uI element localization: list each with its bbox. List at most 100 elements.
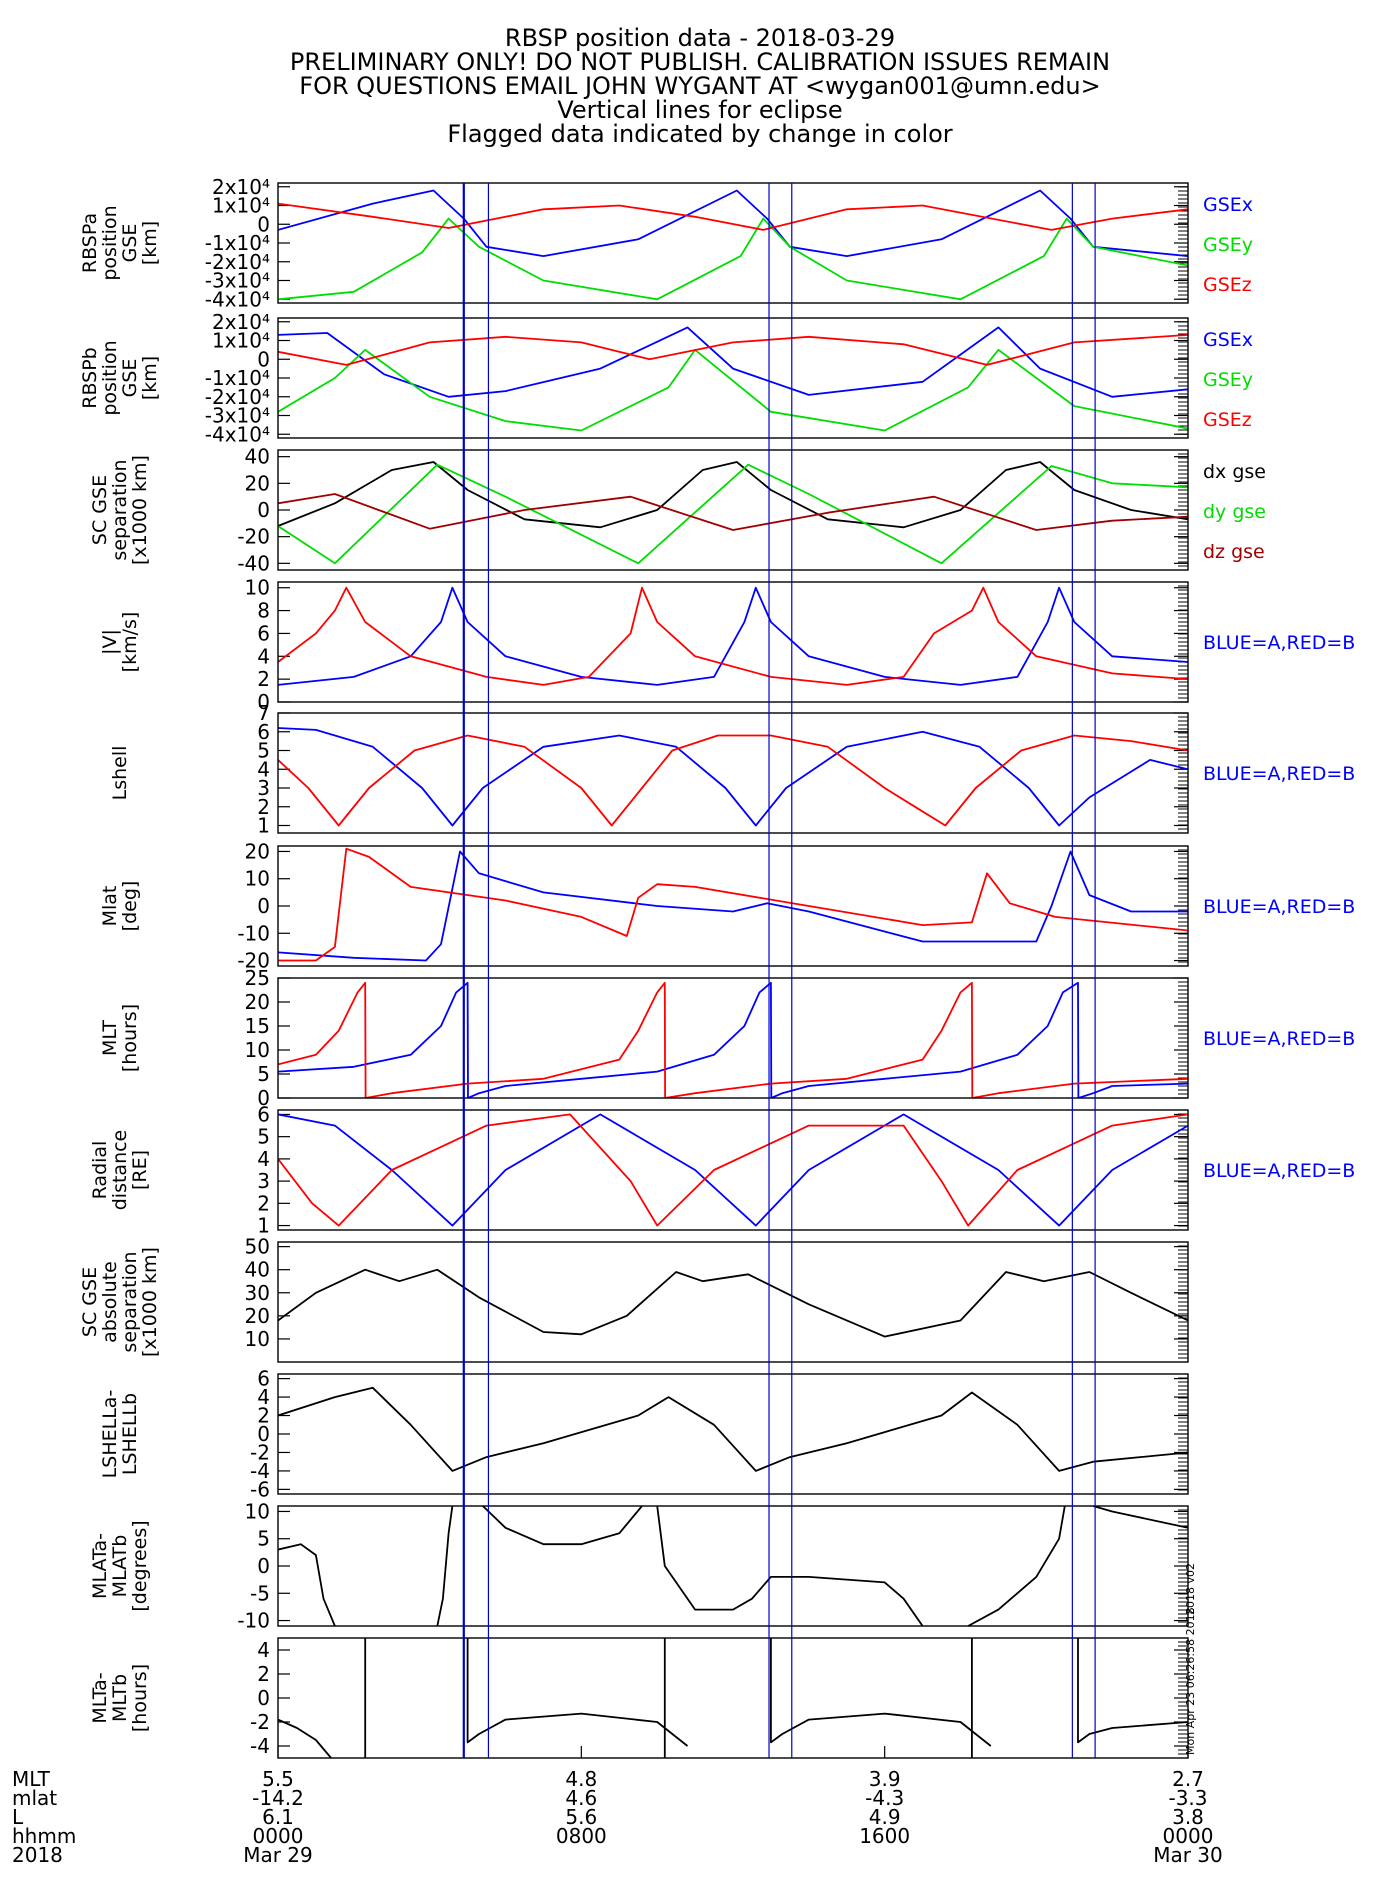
- legend-ab: BLUE=A,RED=B: [1203, 632, 1355, 654]
- panel-data: [278, 461, 1188, 565]
- panel-mlt-difference: 420-2-4 MLTa-MLTb[hours]: [89, 1637, 1189, 1759]
- y-axis-label: separation: [119, 1251, 141, 1352]
- y-tick-label: 6: [257, 1367, 270, 1391]
- x-row-value: 4.9: [869, 1805, 901, 1829]
- y-tick-label: 5: [257, 1125, 270, 1149]
- y-tick-label: 5: [257, 1527, 270, 1551]
- series-line-B: [278, 981, 1188, 1098]
- legend-ab: BLUE=A,RED=B: [1203, 896, 1355, 918]
- y-tick-label: 10: [245, 1499, 270, 1523]
- y-tick-label: -4x10⁴: [205, 287, 270, 311]
- series-line-diff-3: [466, 1638, 689, 1747]
- y-tick-label: 40: [245, 445, 270, 469]
- y-tick-label: 0: [257, 498, 270, 522]
- y-axis-label: MLATa-: [89, 1533, 111, 1599]
- y-tick-label: 2: [257, 667, 270, 691]
- y-tick-label: 20: [245, 1304, 270, 1328]
- x-row-value: 1600: [859, 1824, 910, 1848]
- y-axis-label: SC GSE: [79, 1267, 101, 1337]
- y-tick-label: 1x10⁴: [212, 194, 270, 218]
- y-tick-label: -3x10⁴: [205, 404, 270, 428]
- y-tick-label: 2x10⁴: [212, 310, 270, 334]
- x-row-name: hhmm: [12, 1824, 76, 1848]
- x-row-value: Mar 30: [1153, 1843, 1223, 1867]
- y-axis-label: MLTb: [109, 1674, 131, 1722]
- y-axis-label: Radial: [89, 1141, 111, 1200]
- y-tick-label: 0: [257, 1686, 270, 1710]
- y-tick-label: 1: [257, 1214, 270, 1238]
- panel-data: [278, 1506, 1188, 1626]
- y-axis-label: [hours]: [119, 1004, 141, 1072]
- series-line-GSEx: [278, 326, 1188, 398]
- side-stamp: 2018 v02: [1184, 1563, 1197, 1615]
- y-tick-label: -10: [237, 1609, 270, 1633]
- series-line-B: [278, 847, 1188, 962]
- legend-entry: GSEz: [1203, 274, 1252, 296]
- series-line-diff-2: [436, 1506, 454, 1626]
- y-axis-label: separation: [109, 459, 131, 560]
- y-tick-label: -1x10⁴: [205, 366, 270, 390]
- y-tick-label: -20: [237, 949, 270, 973]
- y-axis-label: RBSPb: [79, 347, 101, 408]
- y-axis-label: [x1000 km]: [139, 1247, 161, 1357]
- legend-entry: GSEx: [1203, 329, 1253, 351]
- panel-mlat: 20 10 0 -10 -20 Mlat[deg]: [99, 839, 1189, 973]
- y-tick-label: 0: [257, 690, 270, 714]
- chart-title: RBSP position data - 2018-03-29 PRELIMIN…: [0, 26, 1400, 146]
- y-tick-label: -2x10⁴: [205, 250, 270, 274]
- y-tick-label: 20: [245, 839, 270, 863]
- y-tick-label: 30: [245, 1281, 270, 1305]
- y-axis-label: [km/s]: [119, 612, 141, 673]
- legend-entry: GSEy: [1203, 369, 1253, 391]
- y-tick-label: 2: [257, 1191, 270, 1215]
- y-axis-label: RBSPa: [79, 213, 101, 273]
- x-row-value: 6.1: [262, 1805, 294, 1829]
- series-line-dy gse: [278, 463, 1188, 565]
- y-tick-label: -5: [250, 1581, 270, 1605]
- series-line-B: [278, 1113, 1188, 1227]
- series-line-sep: [278, 1268, 1188, 1338]
- series-line-B: [278, 586, 1188, 686]
- y-tick-label: 50: [245, 1235, 270, 1259]
- series-line-GSEz: [278, 202, 1188, 231]
- panel-data: [278, 847, 1188, 962]
- series-line-diff-3: [482, 1506, 643, 1546]
- title-line: RBSP position data - 2018-03-29: [504, 24, 896, 52]
- panel-data: [278, 727, 1188, 827]
- y-tick-label: 2: [257, 1404, 270, 1428]
- y-tick-label: 4: [257, 644, 270, 668]
- y-tick-label: 40: [245, 1258, 270, 1282]
- series-line-diff: [278, 1386, 1188, 1472]
- panel-frame: [277, 1109, 1189, 1231]
- y-tick-label: 3: [257, 1169, 270, 1193]
- y-axis-label: Mlat: [99, 886, 121, 927]
- series-line-GSEz: [278, 334, 1188, 366]
- y-axis-label: [degrees]: [129, 1520, 151, 1611]
- panel-frame: [277, 1505, 1189, 1627]
- y-tick-label: 6: [257, 720, 270, 744]
- x-row-value: 0800: [556, 1824, 607, 1848]
- panel-data: [278, 1113, 1188, 1227]
- y-axis-label: GSE: [119, 359, 141, 398]
- y-tick-label: 0: [257, 1086, 270, 1110]
- y-tick-label: -2: [250, 1440, 270, 1464]
- y-tick-label: -2x10⁴: [205, 385, 270, 409]
- y-tick-label: 0: [257, 212, 270, 236]
- y-tick-label: 4: [257, 1385, 270, 1409]
- y-tick-label: -4x10⁴: [205, 422, 270, 446]
- series-line-diff-7: [1077, 1638, 1188, 1744]
- y-axis-label: position: [99, 340, 121, 415]
- x-row-name: mlat: [12, 1786, 57, 1810]
- y-tick-label: 10: [245, 1327, 270, 1351]
- y-tick-label: 6: [257, 1102, 270, 1126]
- x-row-value: 5.6: [565, 1805, 597, 1829]
- y-tick-label: -3x10⁴: [205, 269, 270, 293]
- x-row-value: 3.8: [1172, 1805, 1204, 1829]
- y-tick-label: 0: [257, 894, 270, 918]
- panel-frame: [277, 449, 1189, 571]
- y-tick-label: 10: [245, 576, 270, 600]
- panel-frame: [277, 1373, 1189, 1495]
- series-line-GSEy: [278, 348, 1188, 432]
- series-line-dz gse: [278, 493, 1188, 531]
